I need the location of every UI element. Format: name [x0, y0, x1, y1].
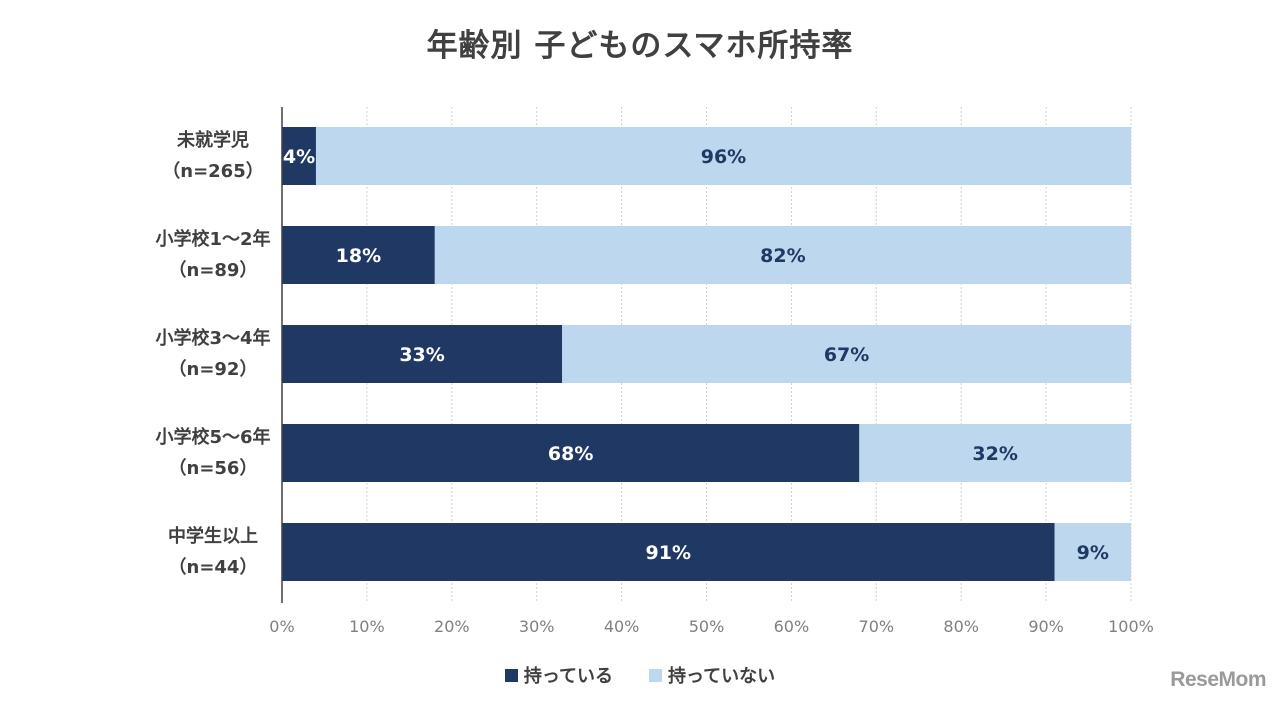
bar-segment-has [282, 127, 316, 185]
chart-title: 年齢別 子どものスマホ所持率 [426, 28, 854, 64]
x-tick-label: 30% [519, 617, 555, 636]
legend-label-not: 持っていない [668, 666, 776, 687]
bar-segment-not [1054, 523, 1131, 581]
legend-label-has: 持っている [523, 666, 613, 687]
legend-item-not: 持っていない [649, 662, 775, 688]
category-label: 小学校5〜6年 [155, 426, 270, 448]
x-tick-label: 90% [1028, 617, 1064, 636]
category-label: 小学校3〜4年 [155, 327, 270, 349]
bar-segment-not [434, 226, 1131, 284]
x-tick-label: 40% [604, 617, 640, 636]
category-sublabel: （n=89） [169, 260, 258, 281]
bar-segment-has [282, 424, 860, 482]
data-label: 68% [548, 443, 593, 465]
bar-segment-not [859, 424, 1131, 482]
category-label: 小学校1〜2年 [155, 228, 270, 250]
x-tick-label: 10% [349, 617, 385, 636]
data-label: 18% [336, 245, 381, 267]
x-tick-label: 60% [774, 617, 810, 636]
legend: 持っている 持っていない [0, 662, 1280, 688]
category-sublabel: （n=92） [169, 359, 258, 380]
data-label: 32% [972, 443, 1017, 465]
bar-segment-has [282, 523, 1055, 581]
x-tick-label: 80% [943, 617, 979, 636]
x-tick-label: 0% [269, 617, 294, 636]
bar-segment-has [282, 226, 435, 284]
data-label: 4% [283, 146, 315, 168]
bar-segment-has [282, 325, 563, 383]
data-label: 67% [824, 344, 869, 366]
x-tick-label: 20% [434, 617, 470, 636]
legend-item-has: 持っている [504, 662, 613, 688]
data-label: 82% [760, 245, 805, 267]
category-label: 未就学児 [177, 129, 249, 151]
data-label: 91% [646, 542, 691, 564]
category-sublabel: （n=56） [169, 458, 258, 479]
data-label: 33% [399, 344, 444, 366]
bar-segment-not [315, 127, 1132, 185]
data-label: 9% [1077, 542, 1109, 564]
resemom-logo: ReseMom [1170, 668, 1266, 691]
data-label: 96% [701, 146, 746, 168]
x-tick-label: 50% [689, 617, 725, 636]
category-sublabel: （n=265） [162, 161, 263, 182]
bar-segment-not [562, 325, 1131, 383]
category-label: 中学生以上 [168, 525, 258, 547]
legend-swatch-not [649, 668, 662, 682]
category-sublabel: （n=44） [169, 557, 258, 578]
x-tick-label: 100% [1108, 617, 1154, 636]
x-tick-label: 70% [859, 617, 895, 636]
legend-swatch-has [504, 668, 518, 682]
